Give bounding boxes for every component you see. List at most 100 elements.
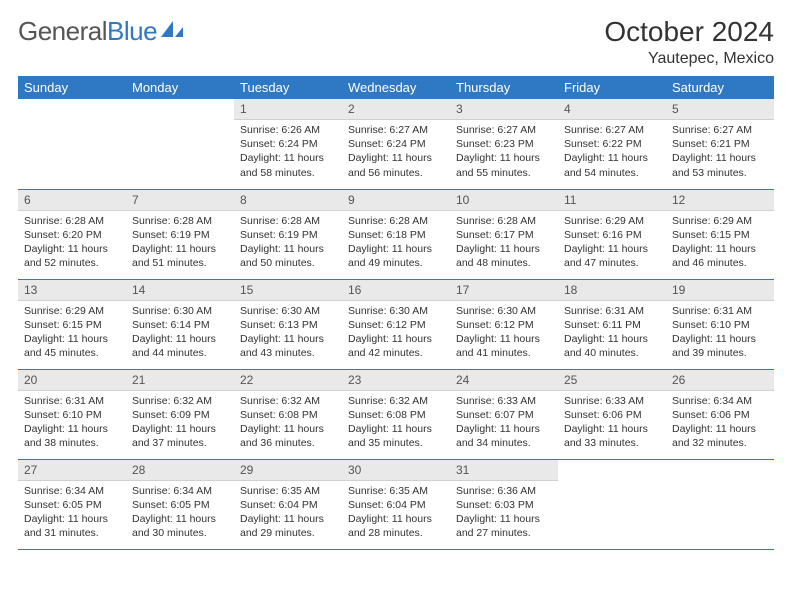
calendar-cell: 8Sunrise: 6:28 AMSunset: 6:19 PMDaylight… xyxy=(234,189,342,279)
day-line: Daylight: 11 hours xyxy=(564,332,660,346)
day-line: and 37 minutes. xyxy=(132,436,228,450)
day-line: and 46 minutes. xyxy=(672,256,768,270)
calendar-cell: 24Sunrise: 6:33 AMSunset: 6:07 PMDayligh… xyxy=(450,369,558,459)
day-line: and 54 minutes. xyxy=(564,166,660,180)
calendar-cell: 27Sunrise: 6:34 AMSunset: 6:05 PMDayligh… xyxy=(18,459,126,549)
day-number: 20 xyxy=(18,370,126,391)
day-body: Sunrise: 6:29 AMSunset: 6:15 PMDaylight:… xyxy=(18,301,126,367)
day-number: 4 xyxy=(558,99,666,120)
dayhead-mon: Monday xyxy=(126,76,234,99)
dayhead-sun: Sunday xyxy=(18,76,126,99)
day-line: Sunset: 6:24 PM xyxy=(240,137,336,151)
calendar-cell xyxy=(18,99,126,189)
calendar-cell: 31Sunrise: 6:36 AMSunset: 6:03 PMDayligh… xyxy=(450,459,558,549)
day-line: and 32 minutes. xyxy=(672,436,768,450)
day-number: 7 xyxy=(126,190,234,211)
day-line: Sunrise: 6:30 AM xyxy=(456,304,552,318)
day-number: 6 xyxy=(18,190,126,211)
day-number: 5 xyxy=(666,99,774,120)
day-number: 1 xyxy=(234,99,342,120)
day-line: Daylight: 11 hours xyxy=(348,512,444,526)
day-line: Sunrise: 6:29 AM xyxy=(672,214,768,228)
day-line: Daylight: 11 hours xyxy=(456,332,552,346)
day-line: and 48 minutes. xyxy=(456,256,552,270)
day-body: Sunrise: 6:28 AMSunset: 6:17 PMDaylight:… xyxy=(450,211,558,277)
day-line: Sunset: 6:17 PM xyxy=(456,228,552,242)
day-line: Sunset: 6:16 PM xyxy=(564,228,660,242)
day-line: Sunset: 6:21 PM xyxy=(672,137,768,151)
day-body: Sunrise: 6:31 AMSunset: 6:10 PMDaylight:… xyxy=(18,391,126,457)
calendar-cell: 26Sunrise: 6:34 AMSunset: 6:06 PMDayligh… xyxy=(666,369,774,459)
day-line: Sunset: 6:15 PM xyxy=(672,228,768,242)
day-body xyxy=(558,466,666,475)
calendar-cell: 23Sunrise: 6:32 AMSunset: 6:08 PMDayligh… xyxy=(342,369,450,459)
day-number: 27 xyxy=(18,460,126,481)
calendar-row: 6Sunrise: 6:28 AMSunset: 6:20 PMDaylight… xyxy=(18,189,774,279)
day-line: Sunset: 6:05 PM xyxy=(132,498,228,512)
title-block: October 2024 Yautepec, Mexico xyxy=(604,16,774,68)
day-number: 30 xyxy=(342,460,450,481)
day-body: Sunrise: 6:32 AMSunset: 6:09 PMDaylight:… xyxy=(126,391,234,457)
day-number: 2 xyxy=(342,99,450,120)
day-number: 18 xyxy=(558,280,666,301)
day-line: Sunrise: 6:31 AM xyxy=(564,304,660,318)
calendar-cell xyxy=(126,99,234,189)
day-body: Sunrise: 6:29 AMSunset: 6:16 PMDaylight:… xyxy=(558,211,666,277)
day-line: Sunset: 6:08 PM xyxy=(240,408,336,422)
month-title: October 2024 xyxy=(604,16,774,48)
calendar-cell: 22Sunrise: 6:32 AMSunset: 6:08 PMDayligh… xyxy=(234,369,342,459)
day-body: Sunrise: 6:30 AMSunset: 6:14 PMDaylight:… xyxy=(126,301,234,367)
day-line: Daylight: 11 hours xyxy=(240,332,336,346)
day-line: Daylight: 11 hours xyxy=(672,332,768,346)
day-line: Sunrise: 6:30 AM xyxy=(132,304,228,318)
day-body: Sunrise: 6:27 AMSunset: 6:24 PMDaylight:… xyxy=(342,120,450,186)
calendar-cell: 13Sunrise: 6:29 AMSunset: 6:15 PMDayligh… xyxy=(18,279,126,369)
day-line: Sunset: 6:06 PM xyxy=(672,408,768,422)
calendar-table: Sunday Monday Tuesday Wednesday Thursday… xyxy=(18,76,774,550)
day-line: and 47 minutes. xyxy=(564,256,660,270)
day-line: Sunset: 6:23 PM xyxy=(456,137,552,151)
day-line: Daylight: 11 hours xyxy=(456,242,552,256)
day-line: Sunrise: 6:28 AM xyxy=(456,214,552,228)
day-number: 3 xyxy=(450,99,558,120)
day-body: Sunrise: 6:34 AMSunset: 6:05 PMDaylight:… xyxy=(18,481,126,547)
calendar-cell: 11Sunrise: 6:29 AMSunset: 6:16 PMDayligh… xyxy=(558,189,666,279)
day-line: Sunrise: 6:31 AM xyxy=(24,394,120,408)
day-line: Daylight: 11 hours xyxy=(132,512,228,526)
calendar-cell: 6Sunrise: 6:28 AMSunset: 6:20 PMDaylight… xyxy=(18,189,126,279)
day-body: Sunrise: 6:27 AMSunset: 6:21 PMDaylight:… xyxy=(666,120,774,186)
day-number: 12 xyxy=(666,190,774,211)
day-body: Sunrise: 6:31 AMSunset: 6:10 PMDaylight:… xyxy=(666,301,774,367)
day-line: and 39 minutes. xyxy=(672,346,768,360)
day-line: and 55 minutes. xyxy=(456,166,552,180)
day-line: and 40 minutes. xyxy=(564,346,660,360)
day-line: Daylight: 11 hours xyxy=(24,512,120,526)
day-line: Sunset: 6:14 PM xyxy=(132,318,228,332)
day-line: and 50 minutes. xyxy=(240,256,336,270)
dayhead-sat: Saturday xyxy=(666,76,774,99)
day-line: Sunset: 6:03 PM xyxy=(456,498,552,512)
day-number: 28 xyxy=(126,460,234,481)
day-line: Sunset: 6:11 PM xyxy=(564,318,660,332)
day-line: Sunrise: 6:36 AM xyxy=(456,484,552,498)
day-line: and 42 minutes. xyxy=(348,346,444,360)
day-line: and 49 minutes. xyxy=(348,256,444,270)
day-line: Daylight: 11 hours xyxy=(132,422,228,436)
day-line: and 30 minutes. xyxy=(132,526,228,540)
day-number: 8 xyxy=(234,190,342,211)
day-line: Sunset: 6:10 PM xyxy=(24,408,120,422)
day-line: Sunset: 6:15 PM xyxy=(24,318,120,332)
day-line: and 43 minutes. xyxy=(240,346,336,360)
day-line: and 31 minutes. xyxy=(24,526,120,540)
calendar-cell: 4Sunrise: 6:27 AMSunset: 6:22 PMDaylight… xyxy=(558,99,666,189)
day-line: Daylight: 11 hours xyxy=(132,242,228,256)
calendar-cell xyxy=(666,459,774,549)
day-line: and 56 minutes. xyxy=(348,166,444,180)
day-line: Daylight: 11 hours xyxy=(564,422,660,436)
day-line: Sunrise: 6:27 AM xyxy=(564,123,660,137)
day-line: Daylight: 11 hours xyxy=(672,151,768,165)
day-line: Sunset: 6:07 PM xyxy=(456,408,552,422)
calendar-cell: 17Sunrise: 6:30 AMSunset: 6:12 PMDayligh… xyxy=(450,279,558,369)
day-line: Sunrise: 6:35 AM xyxy=(348,484,444,498)
brand-sail-icon xyxy=(159,19,185,39)
